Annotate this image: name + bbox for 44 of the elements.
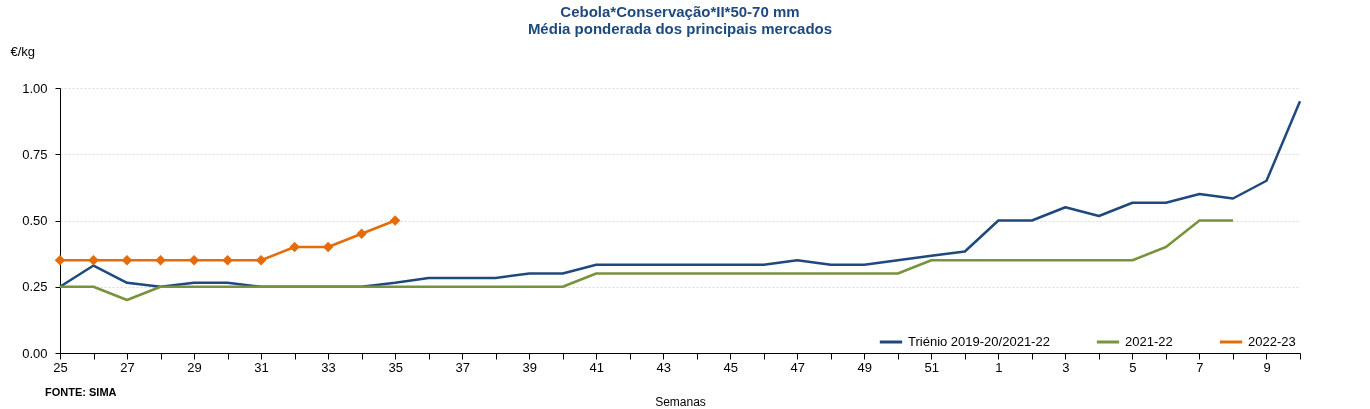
x-tick-label: 35 — [388, 359, 403, 375]
x-tick-label: 29 — [187, 359, 202, 375]
x-axis-title: Semanas — [655, 394, 706, 409]
x-tick-label: 45 — [723, 359, 738, 375]
x-tick-label: 5 — [1129, 359, 1137, 375]
y-axis-title: €/kg — [10, 43, 36, 59]
x-tick-label: 47 — [790, 359, 806, 375]
x-tick-label: 31 — [254, 359, 269, 375]
legend-label: Triénio 2019-20/2021-22 — [908, 334, 1050, 349]
x-tick-label: 1 — [995, 359, 1003, 375]
point — [121, 255, 133, 266]
y-tick-label: 0.00 — [22, 345, 48, 361]
x-tick-label: 27 — [120, 359, 135, 375]
line-series — [58, 100, 1302, 288]
point — [155, 255, 166, 266]
chart-title: Cebola*Conservação*II*50-70 mm — [560, 3, 800, 20]
x-tick-label: 33 — [321, 359, 336, 375]
point — [88, 255, 99, 266]
point — [255, 255, 267, 266]
legend-label: 2021-22 — [1125, 334, 1173, 349]
point — [389, 215, 401, 226]
x-tick-label: 3 — [1062, 359, 1070, 375]
x-tick-label: 43 — [656, 359, 671, 375]
x-tick-label: 9 — [1263, 359, 1271, 375]
point — [289, 241, 300, 253]
y-tick-label: 0.25 — [22, 279, 48, 295]
y-tick-label: 0.75 — [22, 146, 48, 162]
x-tick-label: 39 — [522, 359, 537, 375]
x-tick-label: 25 — [53, 359, 68, 375]
point — [222, 255, 233, 266]
point — [54, 255, 66, 266]
source-note: FONTE: SIMA — [45, 386, 117, 398]
y-tick-label: 0.50 — [22, 213, 48, 228]
x-tick-label: 7 — [1196, 359, 1204, 375]
legend-label: 2022-23 — [1248, 334, 1296, 349]
x-tick-label: 49 — [857, 359, 873, 375]
x-tick-label: 41 — [589, 359, 604, 375]
point — [188, 255, 200, 266]
chart-subtitle: Média ponderada dos principais mercados — [527, 20, 833, 37]
line-series — [58, 219, 1235, 302]
y-tick-label: 1.00 — [22, 80, 48, 96]
point — [356, 228, 367, 239]
x-tick-label: 37 — [455, 359, 470, 375]
x-tick-label: 51 — [924, 359, 940, 375]
